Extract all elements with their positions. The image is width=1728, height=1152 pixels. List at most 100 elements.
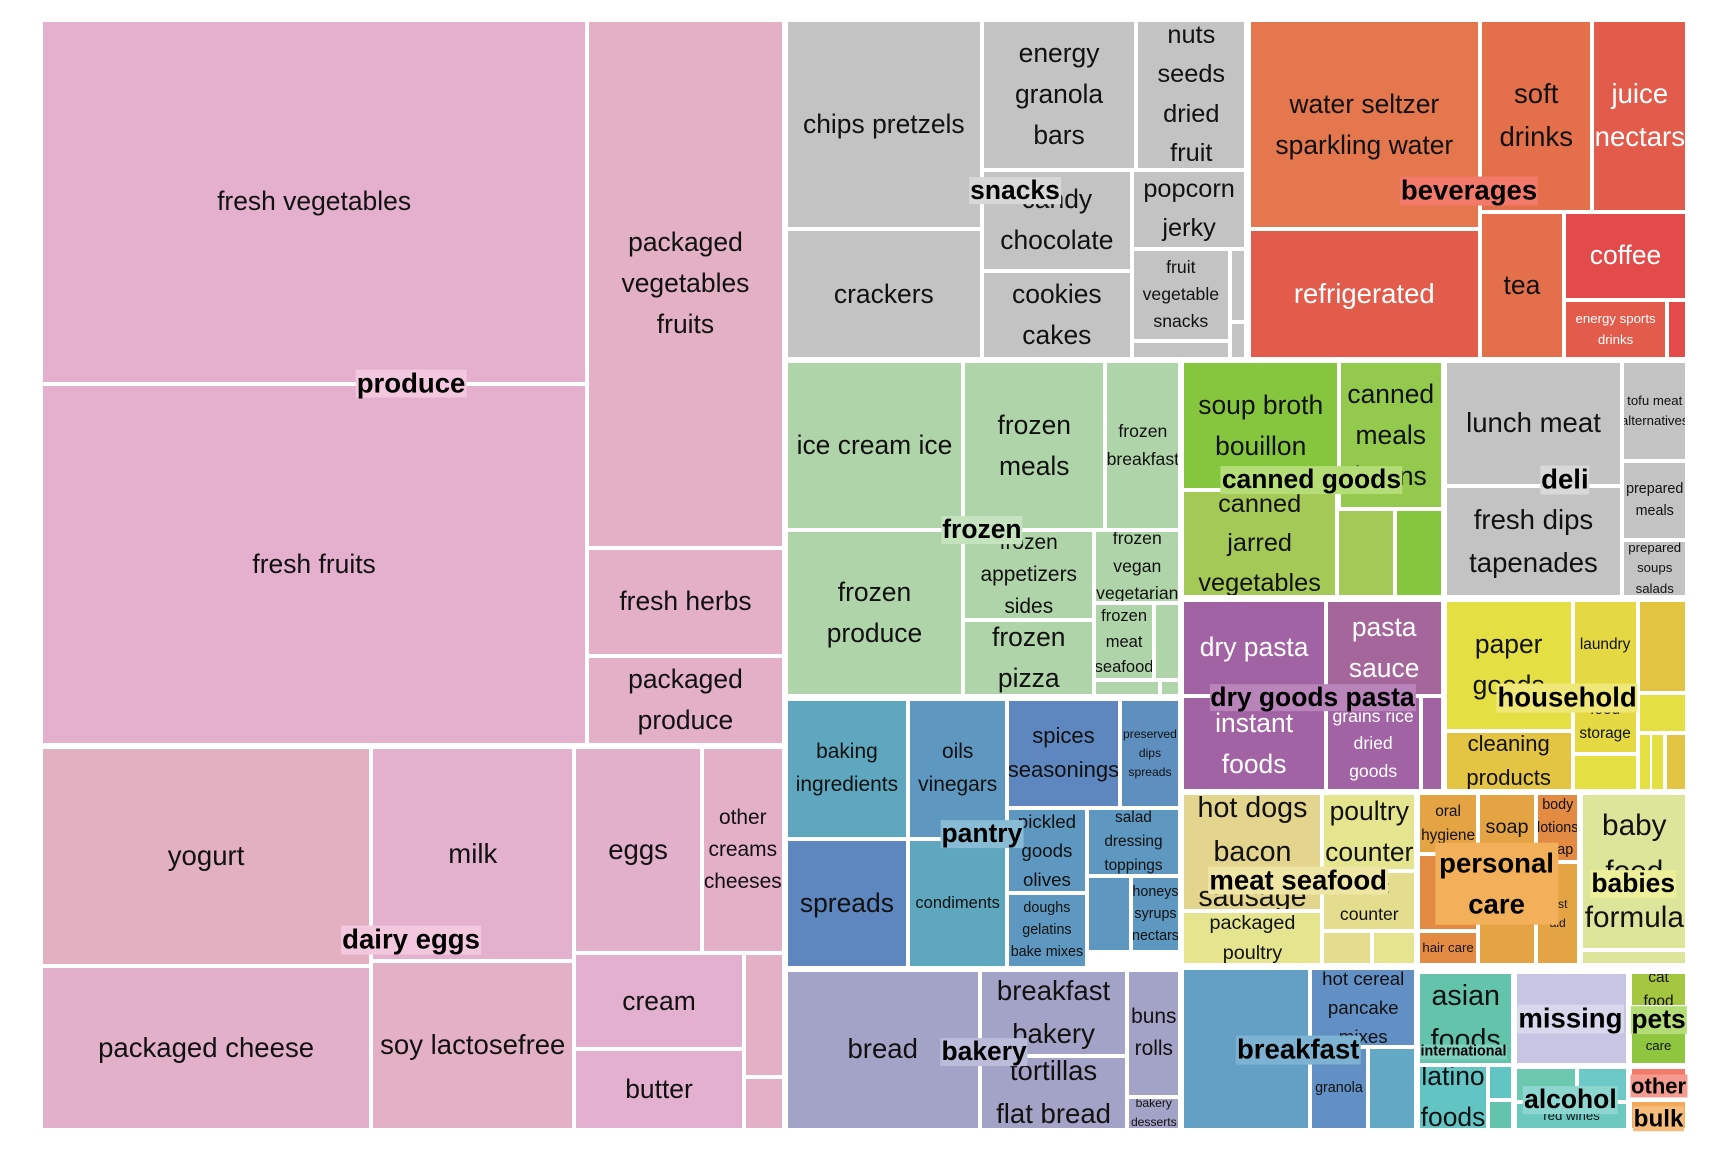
cell-doughs-gelatins-bake-mixes: doughs gelatins bake mixes bbox=[1007, 892, 1087, 968]
group-label-dairy-eggs: dairy eggs bbox=[341, 923, 481, 955]
cell-prepared-soups-salads: prepared soups salads bbox=[1622, 540, 1688, 598]
group-label-missing: missing bbox=[1517, 1002, 1624, 1034]
cell-frozen-unlabeled bbox=[1153, 602, 1181, 680]
cell-label: cleaning products bbox=[1466, 730, 1551, 790]
cell-label: granola bbox=[1315, 1080, 1363, 1097]
cell-label: fresh fruits bbox=[252, 548, 376, 579]
cell-label: prepared soups salads bbox=[1628, 540, 1682, 596]
cell-international-unlabeled bbox=[1487, 1064, 1514, 1100]
cell-label: crackers bbox=[833, 278, 934, 309]
cell-label: latino foods bbox=[1420, 1064, 1486, 1130]
group-label-pets: pets bbox=[1630, 1004, 1687, 1035]
cell-fresh-vegetables: fresh vegetables bbox=[40, 19, 588, 384]
cell-label: honeys syrups nectars bbox=[1132, 883, 1179, 945]
cell-label: grains rice dried goods bbox=[1332, 705, 1414, 781]
cell-label: fruit vegetable snacks bbox=[1142, 256, 1220, 332]
cell-label: tea bbox=[1503, 269, 1541, 300]
cell-frozen-unlabeled bbox=[1160, 679, 1181, 697]
cell-snacks-unlabeled bbox=[1229, 321, 1247, 360]
cell-label: spreads bbox=[799, 887, 894, 918]
cell-label: buns rolls bbox=[1131, 1004, 1177, 1061]
cell-coffee: coffee bbox=[1563, 211, 1688, 300]
cell-label: packaged poultry bbox=[1209, 911, 1296, 965]
group-label-personal-care: personal care bbox=[1434, 842, 1559, 926]
cell-label: frozen vegan vegetarian bbox=[1096, 530, 1179, 603]
cell-label: soft drinks bbox=[1499, 78, 1573, 152]
cell-label: water seltzer sparkling water bbox=[1275, 88, 1454, 160]
cell-cookies-cakes: cookies cakes bbox=[981, 271, 1132, 360]
cell-label: hot cereal pancake mixes bbox=[1322, 967, 1405, 1047]
group-label-frozen: frozen bbox=[941, 514, 1023, 545]
group-label-bulk: bulk bbox=[1632, 1104, 1685, 1132]
cell-meat-seafood-unlabeled bbox=[1322, 931, 1373, 966]
cell-honeys-syrups-nectars: honeys syrups nectars bbox=[1130, 876, 1181, 953]
cell-label: soy lactosefree bbox=[380, 1028, 566, 1060]
cell-label: ice cream ice bbox=[796, 430, 953, 461]
cell-label: frozen produce bbox=[826, 577, 923, 649]
group-label-alcohol: alcohol bbox=[1523, 1083, 1618, 1114]
cell-instant-foods: instant foods bbox=[1182, 696, 1326, 792]
cell-prepared-meals: prepared meals bbox=[1622, 460, 1688, 540]
group-label-produce: produce bbox=[355, 367, 467, 399]
cell-packaged-vegetables-fruits: packaged vegetables fruits bbox=[587, 19, 784, 548]
cell-label: doughs gelatins bake mixes bbox=[1010, 899, 1084, 961]
cell-chips-pretzels: chips pretzels bbox=[785, 19, 982, 230]
cell-label: bakery desserts bbox=[1130, 1096, 1177, 1130]
cell-frozen-meals: frozen meals bbox=[963, 361, 1106, 531]
cell-label: prepared meals bbox=[1626, 481, 1684, 520]
cell-hair-care: hair care bbox=[1418, 931, 1478, 966]
cell-popcorn-jerky: popcorn jerky bbox=[1131, 169, 1247, 250]
cell-label: cat food bbox=[1643, 972, 1674, 1008]
cell-label: fresh herbs bbox=[619, 586, 752, 617]
cell-tea: tea bbox=[1480, 211, 1564, 360]
cell-dry-goods-pasta-unlabeled bbox=[1420, 696, 1443, 792]
cell-label: packaged produce bbox=[628, 664, 743, 736]
cell-label: frozen meat seafood bbox=[1094, 605, 1154, 677]
cell-label: frozen breakfast bbox=[1106, 421, 1180, 469]
cell-frozen-unlabeled bbox=[1094, 679, 1161, 697]
group-label-canned-goods: canned goods bbox=[1220, 464, 1403, 495]
cell-poultry-counter: poultry counter bbox=[1322, 793, 1417, 871]
cell-tofu-meat-alternatives: tofu meat alternatives bbox=[1622, 361, 1688, 461]
cell-label: soap bbox=[1485, 816, 1529, 839]
cell-label: breakfast bakery bbox=[996, 975, 1111, 1049]
cell-canned-goods-unlabeled bbox=[1395, 509, 1443, 598]
cell-label: frozen appetizers sides bbox=[980, 530, 1077, 619]
cell-label: energy sports drinks bbox=[1575, 311, 1656, 347]
group-label-international: international bbox=[1419, 1043, 1508, 1060]
cell-laundry: laundry bbox=[1572, 599, 1638, 690]
cell-label: pasta sauce bbox=[1348, 611, 1420, 683]
cell-label: packaged cheese bbox=[98, 1031, 315, 1063]
cell-butter: butter bbox=[574, 1049, 744, 1130]
cell-household-unlabeled bbox=[1637, 732, 1652, 792]
cell-label: canned jarred vegetables bbox=[1198, 490, 1321, 597]
cell-packaged-poultry: packaged poultry bbox=[1182, 911, 1323, 966]
cell-label: poultry counter bbox=[1325, 796, 1414, 868]
group-label-breakfast: breakfast bbox=[1235, 1033, 1361, 1065]
cell-label: butter bbox=[625, 1073, 693, 1104]
group-label-snacks: snacks bbox=[969, 174, 1061, 205]
group-label-meat-seafood: meat seafood bbox=[1208, 864, 1388, 896]
cell-label: cream bbox=[622, 985, 696, 1016]
cell-hot-cereal-pancake-mixes: hot cereal pancake mixes bbox=[1310, 967, 1417, 1047]
cell-condiments: condiments bbox=[908, 838, 1008, 968]
cell-eggs: eggs bbox=[574, 747, 702, 954]
cell-dairy-eggs-unlabeled bbox=[743, 1076, 784, 1130]
cell-label: chips pretzels bbox=[803, 109, 965, 140]
cell-latino-foods: latino foods bbox=[1418, 1064, 1488, 1130]
group-label-deli: deli bbox=[1540, 464, 1590, 496]
cell-fresh-dips-tapenades: fresh dips tapenades bbox=[1444, 486, 1623, 598]
cell-milk: milk bbox=[371, 747, 575, 961]
group-label-other: other bbox=[1630, 1072, 1688, 1098]
cell-label: laundry bbox=[1579, 635, 1631, 653]
cell-label: other creams cheeses bbox=[703, 805, 782, 894]
cell-fruit-vegetable-snacks: fruit vegetable snacks bbox=[1131, 249, 1230, 341]
cell-frozen-pizza: frozen pizza bbox=[963, 620, 1095, 697]
cell-spreads: spreads bbox=[785, 838, 909, 968]
cell-nuts-seeds-dried-fruit: nuts seeds dried fruit bbox=[1136, 19, 1247, 170]
cell-household-unlabeled bbox=[1637, 599, 1688, 694]
cell-label: baking ingredients bbox=[795, 740, 899, 796]
cell-yogurt: yogurt bbox=[40, 747, 372, 967]
cell-label: tortillas flat bread bbox=[996, 1055, 1111, 1129]
cell-baking-ingredients: baking ingredients bbox=[785, 698, 909, 839]
